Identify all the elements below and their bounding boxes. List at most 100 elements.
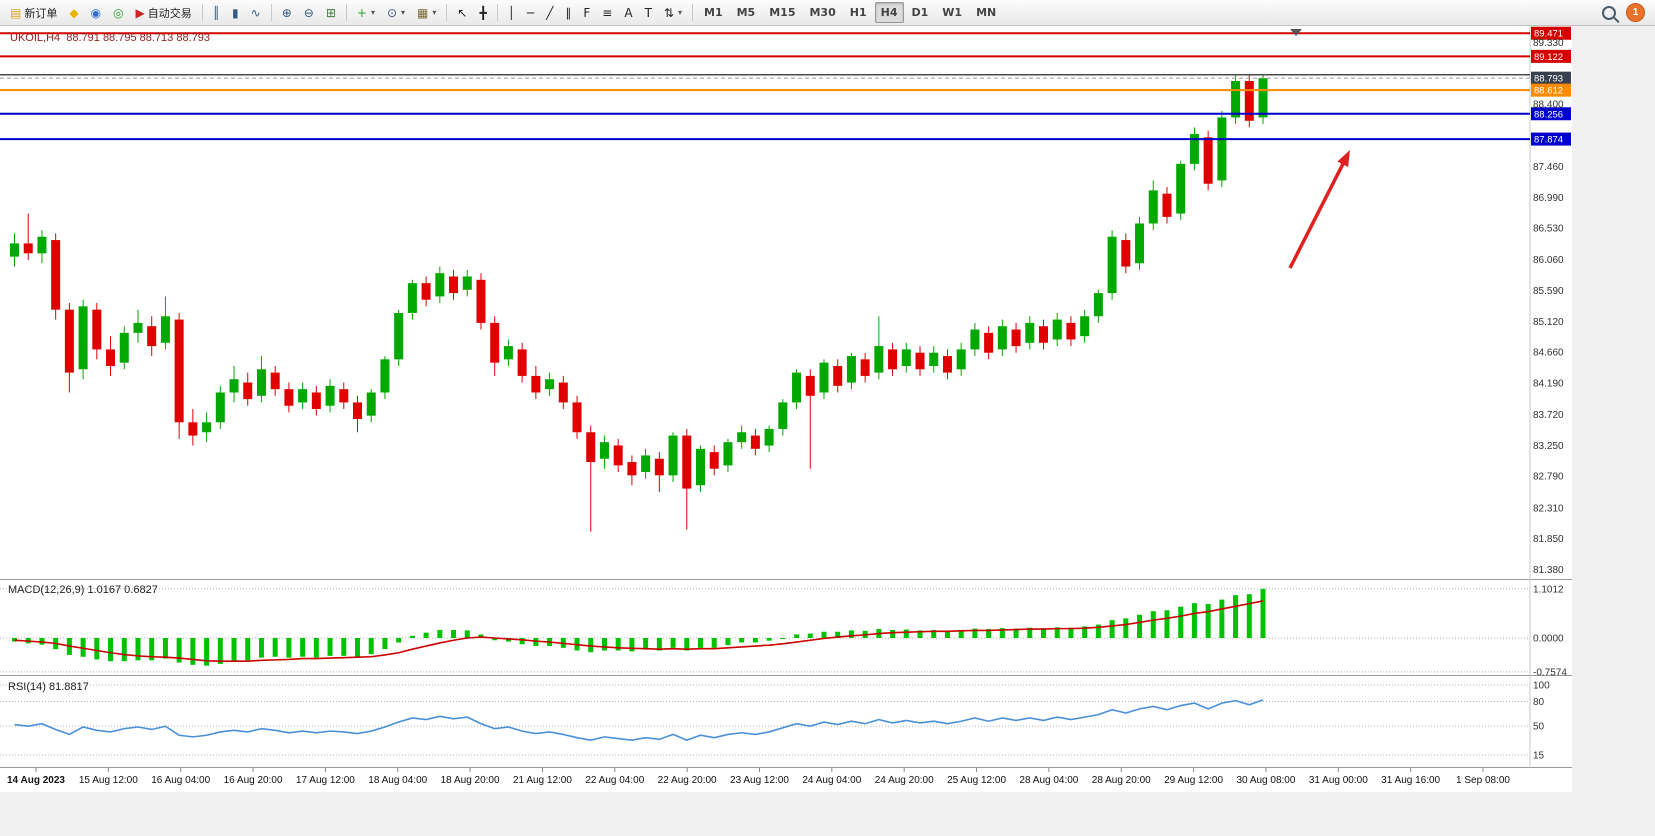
timeframe-m5-button[interactable]: M5 <box>731 2 762 23</box>
price-badge-label: 88.793 <box>1534 74 1563 85</box>
toolbar-separator <box>446 4 448 21</box>
text-button[interactable]: A <box>619 2 637 23</box>
notification-badge[interactable]: 1 <box>1626 3 1645 22</box>
text-icon: A <box>624 5 633 20</box>
time-axis-label: 17 Aug 12:00 <box>296 775 355 786</box>
objects-list-icon: ≡ <box>602 5 613 20</box>
time-axis-label: 25 Aug 12:00 <box>947 775 1006 786</box>
cursor-button[interactable]: ↖ <box>452 2 472 23</box>
horizontal-line-button[interactable]: ─ <box>522 2 539 23</box>
chart-symbol-header: UKOIL,H4 88.791 88.795 88.713 88.793 <box>10 32 210 44</box>
line-chart-mode-icon: ∿ <box>250 5 261 20</box>
cursor-icon: ↖ <box>457 5 468 20</box>
templates-icon: ▦ <box>417 5 429 20</box>
indicators-button[interactable]: + ▾ <box>352 2 380 23</box>
timeframe-m15-button[interactable]: M15 <box>763 2 801 23</box>
candlestick-mode-icon: ▮ <box>232 5 239 20</box>
fibonacci-button[interactable]: F <box>578 2 595 23</box>
tile-windows-button[interactable]: ⊞ <box>321 2 341 23</box>
rsi-line <box>14 699 1264 742</box>
new-order-button[interactable]: ▤ 新订单 <box>5 2 62 23</box>
price-badge-label: 89.122 <box>1534 52 1563 63</box>
zoom-in-icon: ⊕ <box>281 5 292 20</box>
time-axis-label: 16 Aug 20:00 <box>224 775 283 786</box>
time-axis-label: 14 Aug 2023 <box>7 775 65 786</box>
toolbar-buttons: ▤ 新订单 ◆ ◉ ◎ ▶ 自动交易 ║ ▮ ∿ ⊕ ⊖ ⊞ + ▾ ⊙ ▾ ▦ ▾ ↖ ╋ │ ─ ╱ ∥ F ≡ A T ⇅ ▾ M1 M5… <box>4 0 1003 25</box>
price-badge-label: 88.256 <box>1534 109 1563 120</box>
navigator-button[interactable]: ◎ <box>108 2 128 23</box>
trendline-icon: ╱ <box>546 5 554 20</box>
bar-chart-mode-icon: ║ <box>212 5 221 20</box>
channel-button[interactable]: ∥ <box>560 2 576 23</box>
toolbar-separator <box>201 4 203 21</box>
candlestick-mode-button[interactable]: ▮ <box>227 2 244 23</box>
vertical-line-icon: │ <box>507 5 515 20</box>
timeframe-h1-button[interactable]: H1 <box>844 2 873 23</box>
candlesticks <box>10 74 1268 532</box>
toolbar: ▤ 新订单 ◆ ◉ ◎ ▶ 自动交易 ║ ▮ ∿ ⊕ ⊖ ⊞ + ▾ ⊙ ▾ ▦ ▾ ↖ ╋ │ ─ ╱ ∥ F ≡ A T ⇅ ▾ M1 M5… <box>0 0 1655 26</box>
timeframe-m1-button[interactable]: M1 <box>698 2 729 23</box>
macd-axis-tick: -0.7574 <box>1533 667 1567 678</box>
timeframe-m30-button[interactable]: M30 <box>803 2 841 23</box>
zoom-in-button[interactable]: ⊕ <box>277 2 297 23</box>
zoom-out-button[interactable]: ⊖ <box>299 2 319 23</box>
time-axis-label: 30 Aug 08:00 <box>1236 775 1295 786</box>
time-axis-label: 1 Sep 08:00 <box>1456 775 1510 786</box>
timeframe-d1-button[interactable]: D1 <box>906 2 935 23</box>
market-watch-icon: ◉ <box>90 5 102 20</box>
price-axis-tick: 84.660 <box>1533 348 1564 359</box>
caret-down-icon: ▾ <box>401 8 406 17</box>
price-axis-tick: 84.190 <box>1533 379 1564 390</box>
chart-area[interactable]: 89.471 89.122 88.793 88.612 88.256 87.874 89.3… <box>0 26 1655 836</box>
macd-signal-line <box>14 600 1264 663</box>
arrows-button[interactable]: ⇅ ▾ <box>659 2 687 23</box>
price-axis-tick: 83.720 <box>1533 410 1564 421</box>
bar-chart-mode-button[interactable]: ║ <box>208 2 225 23</box>
channel-icon: ∥ <box>565 5 572 20</box>
macd-axis-tick: 0.0000 <box>1533 634 1564 645</box>
trend-arrow-annotation[interactable] <box>1288 150 1350 269</box>
label-icon: T <box>644 5 652 20</box>
label-button[interactable]: T <box>640 2 657 23</box>
search-icon[interactable] <box>1602 5 1616 20</box>
new-order-button-label: 新订单 <box>24 6 58 20</box>
vertical-line-button[interactable]: │ <box>503 2 520 23</box>
crosshair-button[interactable]: ╋ <box>474 2 491 23</box>
time-axis-label: 18 Aug 04:00 <box>368 775 427 786</box>
autotrade-button[interactable]: ▶ 自动交易 <box>131 2 197 23</box>
arrows-icon: ⇅ <box>663 5 674 20</box>
crosshair-icon: ╋ <box>479 5 487 20</box>
price-badge-label: 87.874 <box>1534 135 1563 146</box>
indicators-icon: + <box>356 5 367 20</box>
timeframe-mn-button[interactable]: MN <box>970 2 1002 23</box>
objects-list-button[interactable]: ≡ <box>597 2 617 23</box>
scroll-to-end-marker[interactable] <box>1290 29 1302 36</box>
periods-icon: ⊙ <box>386 5 398 20</box>
caret-down-icon: ▾ <box>677 8 682 17</box>
timeframe-w1-button[interactable]: W1 <box>936 2 968 23</box>
time-axis-label: 24 Aug 20:00 <box>875 775 934 786</box>
line-chart-mode-button[interactable]: ∿ <box>246 2 266 23</box>
time-axis-label: 22 Aug 20:00 <box>658 775 717 786</box>
zoom-out-icon: ⊖ <box>303 5 314 20</box>
price-badge <box>1531 49 1571 63</box>
time-axis-label: 21 Aug 12:00 <box>513 775 572 786</box>
timeframe-h4-button[interactable]: H4 <box>874 2 904 23</box>
rsi-header: RSI(14) 81.8817 <box>8 681 89 693</box>
trendline-button[interactable]: ╱ <box>541 2 558 23</box>
tile-windows-icon: ⊞ <box>325 5 336 20</box>
time-axis-label: 16 Aug 04:00 <box>151 775 210 786</box>
price-axis-tick: 86.530 <box>1533 224 1564 235</box>
caret-down-icon: ▾ <box>432 8 437 17</box>
price-axis-tick: 86.990 <box>1533 193 1564 204</box>
price-badge <box>1531 26 1571 40</box>
metaquotes-button[interactable]: ◆ <box>64 2 83 23</box>
market-watch-button[interactable]: ◉ <box>86 2 106 23</box>
toolbar-separator <box>496 4 498 21</box>
periods-button[interactable]: ⊙ ▾ <box>382 2 410 23</box>
templates-button[interactable]: ▦ ▾ <box>412 2 441 23</box>
time-axis-label: 28 Aug 04:00 <box>1019 775 1078 786</box>
price-axis-tick: 85.590 <box>1533 286 1564 297</box>
toolbar-right: 1 <box>1602 3 1651 22</box>
